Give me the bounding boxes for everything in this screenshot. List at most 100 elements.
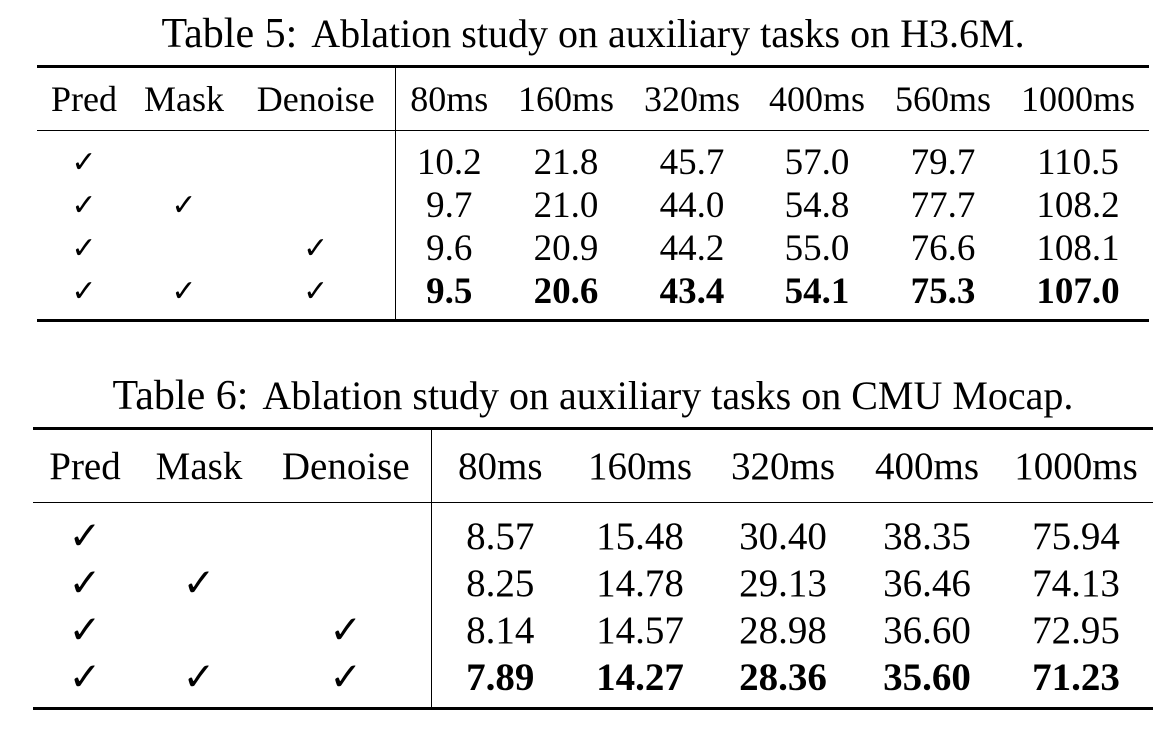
table-cell: 54.8 bbox=[784, 185, 850, 226]
table-cell: 10.2 bbox=[416, 142, 482, 183]
table-cell: 21.8 bbox=[533, 142, 599, 183]
mask-check: ✓ bbox=[171, 274, 197, 309]
table-6-header: 320ms bbox=[711, 428, 855, 503]
mask-check: ✓ bbox=[171, 188, 197, 223]
table-cell: 79.7 bbox=[910, 142, 976, 183]
table-cell: 8.14 bbox=[466, 609, 535, 652]
table-cell: 45.7 bbox=[659, 142, 725, 183]
table-cell: 71.23 bbox=[1032, 656, 1120, 699]
table-5-header: 1000ms bbox=[1007, 66, 1149, 131]
table-cell: 14.27 bbox=[596, 656, 684, 699]
denoise-check bbox=[261, 502, 432, 560]
table-6-header: 160ms bbox=[569, 428, 711, 503]
table-cell: 9.5 bbox=[426, 271, 473, 312]
table-cell: 36.46 bbox=[883, 562, 971, 605]
table-6-header: Mask bbox=[137, 428, 261, 503]
table-5-header: Pred bbox=[37, 66, 131, 131]
table-cell: 8.25 bbox=[466, 562, 535, 605]
table-cell: 108.1 bbox=[1036, 228, 1120, 269]
denoise-check: ✓ bbox=[261, 654, 432, 709]
table-cell: 7.89 bbox=[466, 656, 535, 699]
table-cell: 55.0 bbox=[784, 228, 850, 269]
table-cell: 21.0 bbox=[533, 185, 599, 226]
table-cell: 72.95 bbox=[1032, 609, 1120, 652]
table-5-header-row: Pred Mask Denoise 80ms 160ms 320ms 400ms… bbox=[37, 66, 1149, 131]
table-cell: 38.35 bbox=[883, 515, 971, 558]
table-row-best: ✓ ✓ ✓ 7.89 14.27 28.36 35.60 71.23 bbox=[33, 654, 1153, 709]
table-6-header: 80ms bbox=[431, 428, 569, 503]
table-5-header: 400ms bbox=[755, 66, 879, 131]
mask-check: ✓ bbox=[182, 561, 216, 606]
table-cell: 57.0 bbox=[784, 142, 850, 183]
table-6-header: 400ms bbox=[855, 428, 999, 503]
table-cell: 30.40 bbox=[739, 515, 827, 558]
table-5-header: Denoise bbox=[237, 66, 396, 131]
table-5-header: 320ms bbox=[629, 66, 755, 131]
table-cell: 110.5 bbox=[1037, 142, 1119, 183]
denoise-check bbox=[261, 560, 432, 607]
table-6-caption-label: Table 6: bbox=[112, 373, 249, 419]
denoise-check bbox=[237, 184, 396, 227]
table-5-block: Table 5: Ablation study on auxiliary task… bbox=[37, 10, 1149, 322]
table-cell: 44.2 bbox=[659, 228, 725, 269]
table-cell: 9.7 bbox=[426, 185, 473, 226]
mask-check bbox=[131, 131, 237, 185]
table-cell: 8.57 bbox=[466, 515, 535, 558]
table-6-header: Denoise bbox=[261, 428, 432, 503]
table-cell: 54.1 bbox=[784, 271, 850, 312]
pred-check: ✓ bbox=[71, 145, 97, 180]
pred-check: ✓ bbox=[68, 514, 102, 559]
table-6-block: Table 6: Ablation study on auxiliary task… bbox=[33, 372, 1153, 710]
denoise-check bbox=[237, 130, 396, 184]
table-6-caption-text: Ablation study on auxiliary tasks on CMU… bbox=[262, 373, 1074, 418]
table-row: ✓ ✓ 9.7 21.0 44.0 54.8 77.7 108.2 bbox=[37, 184, 1149, 227]
table-cell: 44.0 bbox=[659, 185, 725, 226]
table-cell: 108.2 bbox=[1036, 185, 1120, 226]
table-cell: 15.48 bbox=[596, 515, 684, 558]
mask-check: ✓ bbox=[182, 655, 216, 700]
denoise-check: ✓ bbox=[237, 227, 396, 270]
mask-check bbox=[137, 503, 261, 561]
pred-check: ✓ bbox=[68, 608, 102, 653]
table-cell: 14.57 bbox=[596, 609, 684, 652]
table-6-header: Pred bbox=[33, 428, 137, 503]
denoise-check: ✓ bbox=[261, 607, 432, 654]
mask-check bbox=[131, 227, 237, 270]
table-6-header-row: Pred Mask Denoise 80ms 160ms 320ms 400ms… bbox=[33, 428, 1153, 503]
table-cell: 20.6 bbox=[533, 271, 599, 312]
table-cell: 75.94 bbox=[1032, 515, 1120, 558]
table-row: ✓ ✓ 8.14 14.57 28.98 36.60 72.95 bbox=[33, 607, 1153, 654]
table-cell: 9.6 bbox=[426, 228, 473, 269]
table-row: ✓ 8.57 15.48 30.40 38.35 75.94 bbox=[33, 502, 1153, 561]
pred-check: ✓ bbox=[71, 274, 97, 309]
table-cell: 35.60 bbox=[883, 656, 971, 699]
pred-check: ✓ bbox=[68, 655, 102, 700]
pred-check: ✓ bbox=[71, 231, 97, 266]
table-cell: 75.3 bbox=[910, 271, 976, 312]
table-cell: 76.6 bbox=[910, 228, 976, 269]
table-5-caption-text: Ablation study on auxiliary tasks on H3.… bbox=[311, 11, 1025, 56]
table-row: ✓ ✓ 8.25 14.78 29.13 36.46 74.13 bbox=[33, 560, 1153, 607]
denoise-check: ✓ bbox=[237, 270, 396, 321]
mask-check bbox=[137, 607, 261, 654]
table-cell: 14.78 bbox=[596, 562, 684, 605]
table-cell: 107.0 bbox=[1036, 271, 1120, 312]
table-cell: 74.13 bbox=[1032, 562, 1120, 605]
table-cell: 28.36 bbox=[739, 656, 827, 699]
table-6: Pred Mask Denoise 80ms 160ms 320ms 400ms… bbox=[33, 427, 1153, 710]
table-cell: 36.60 bbox=[883, 609, 971, 652]
pred-check: ✓ bbox=[71, 188, 97, 223]
pred-check: ✓ bbox=[68, 561, 102, 606]
table-5-header: 80ms bbox=[395, 66, 503, 131]
table-5-caption: Table 5: Ablation study on auxiliary task… bbox=[37, 10, 1149, 58]
table-5-header: 560ms bbox=[879, 66, 1007, 131]
table-row: ✓ ✓ 9.6 20.9 44.2 55.0 76.6 108.1 bbox=[37, 227, 1149, 270]
table-cell: 20.9 bbox=[533, 228, 599, 269]
table-cell: 43.4 bbox=[659, 271, 725, 312]
table-5-header: Mask bbox=[131, 66, 237, 131]
table-6-caption: Table 6: Ablation study on auxiliary task… bbox=[33, 372, 1153, 420]
table-row-best: ✓ ✓ ✓ 9.5 20.6 43.4 54.1 75.3 107.0 bbox=[37, 270, 1149, 321]
table-5: Pred Mask Denoise 80ms 160ms 320ms 400ms… bbox=[37, 65, 1149, 322]
table-5-caption-label: Table 5: bbox=[161, 11, 298, 57]
table-cell: 28.98 bbox=[739, 609, 827, 652]
